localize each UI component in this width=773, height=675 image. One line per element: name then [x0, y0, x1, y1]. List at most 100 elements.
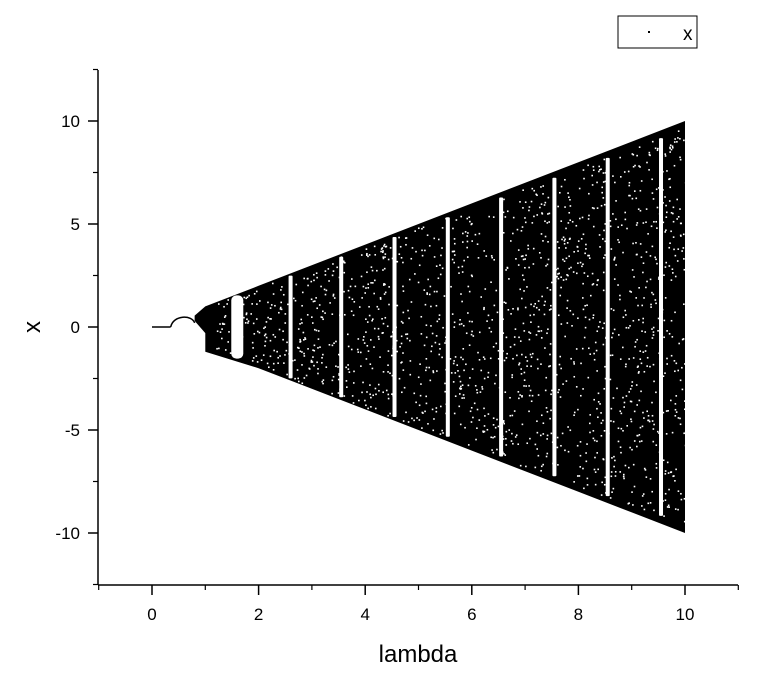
- speckle: [313, 279, 315, 282]
- chaotic-region: [194, 121, 685, 533]
- speckle: [513, 336, 516, 338]
- speckle: [468, 216, 471, 219]
- speckle: [276, 350, 278, 353]
- speckle: [594, 483, 597, 486]
- speckle: [673, 475, 675, 477]
- speckle: [602, 419, 604, 422]
- speckle: [560, 220, 563, 222]
- speckle: [522, 207, 524, 209]
- speckle: [487, 376, 489, 378]
- speckle: [434, 341, 437, 344]
- speckle: [631, 385, 633, 387]
- speckle: [301, 304, 303, 307]
- speckle: [266, 362, 269, 365]
- speckle: [414, 230, 417, 232]
- speckle: [433, 237, 436, 240]
- speckle: [634, 345, 636, 348]
- speckle: [618, 241, 620, 244]
- speckle: [622, 429, 624, 432]
- speckle: [582, 388, 584, 390]
- speckle: [538, 330, 540, 333]
- speckle: [588, 318, 591, 321]
- speckle: [684, 181, 687, 184]
- speckle: [675, 395, 678, 397]
- speckle: [644, 469, 647, 471]
- speckle: [525, 385, 527, 387]
- speckle: [343, 271, 346, 274]
- speckle: [473, 402, 476, 405]
- speckle: [324, 274, 327, 276]
- speckle: [636, 434, 639, 437]
- speckle: [242, 303, 245, 306]
- speckle: [506, 210, 509, 213]
- speckle: [497, 425, 500, 428]
- speckle: [597, 392, 600, 395]
- speckle: [639, 358, 642, 360]
- speckle: [362, 285, 365, 288]
- speckle: [585, 460, 588, 463]
- speckle: [365, 331, 367, 333]
- speckle: [623, 477, 625, 480]
- speckle: [665, 433, 668, 435]
- speckle: [281, 286, 283, 288]
- speckle: [625, 314, 627, 316]
- speckle: [452, 250, 455, 253]
- speckle: [301, 291, 304, 294]
- speckle: [379, 298, 382, 300]
- speckle: [524, 266, 526, 269]
- speckle: [267, 316, 269, 319]
- speckle: [360, 365, 362, 367]
- speckle: [585, 248, 587, 250]
- speckle: [453, 254, 456, 256]
- periodic-window: [552, 177, 557, 477]
- speckle: [589, 422, 591, 425]
- speckle: [545, 265, 547, 267]
- speckle: [223, 316, 226, 318]
- speckle: [650, 306, 652, 308]
- legend-marker: [648, 31, 650, 33]
- speckle: [396, 260, 399, 263]
- speckle: [550, 304, 552, 307]
- speckle: [609, 378, 612, 381]
- speckle: [683, 432, 685, 435]
- speckle: [629, 325, 631, 327]
- speckle: [565, 278, 568, 281]
- speckle: [384, 283, 386, 286]
- speckle: [368, 314, 371, 317]
- speckle: [463, 259, 465, 262]
- speckle: [526, 365, 528, 367]
- speckle: [462, 232, 464, 235]
- speckle: [596, 370, 598, 372]
- speckle: [544, 389, 547, 392]
- speckle: [599, 321, 601, 323]
- speckle: [514, 328, 517, 330]
- speckle: [682, 338, 685, 340]
- speckle: [415, 250, 417, 253]
- speckle: [598, 170, 600, 173]
- speckle: [313, 364, 315, 367]
- speckle: [580, 394, 582, 397]
- speckle: [401, 361, 403, 363]
- speckle: [504, 391, 507, 393]
- speckle: [628, 358, 630, 360]
- speckle: [441, 356, 443, 359]
- speckle: [509, 396, 511, 399]
- speckle: [575, 224, 578, 227]
- speckle: [540, 257, 542, 259]
- speckle: [531, 187, 534, 190]
- speckle: [507, 309, 510, 311]
- speckle: [522, 189, 524, 191]
- speckle: [609, 220, 612, 222]
- speckle: [542, 463, 544, 466]
- speckle: [244, 322, 247, 324]
- speckle: [301, 382, 304, 385]
- speckle: [512, 357, 514, 360]
- speckle: [387, 364, 389, 367]
- speckle: [316, 307, 318, 310]
- speckle: [424, 249, 426, 252]
- x-axis-title: lambda: [379, 641, 458, 668]
- speckle: [595, 349, 598, 352]
- speckle: [665, 410, 668, 412]
- speckle: [403, 386, 406, 389]
- speckle: [577, 240, 580, 242]
